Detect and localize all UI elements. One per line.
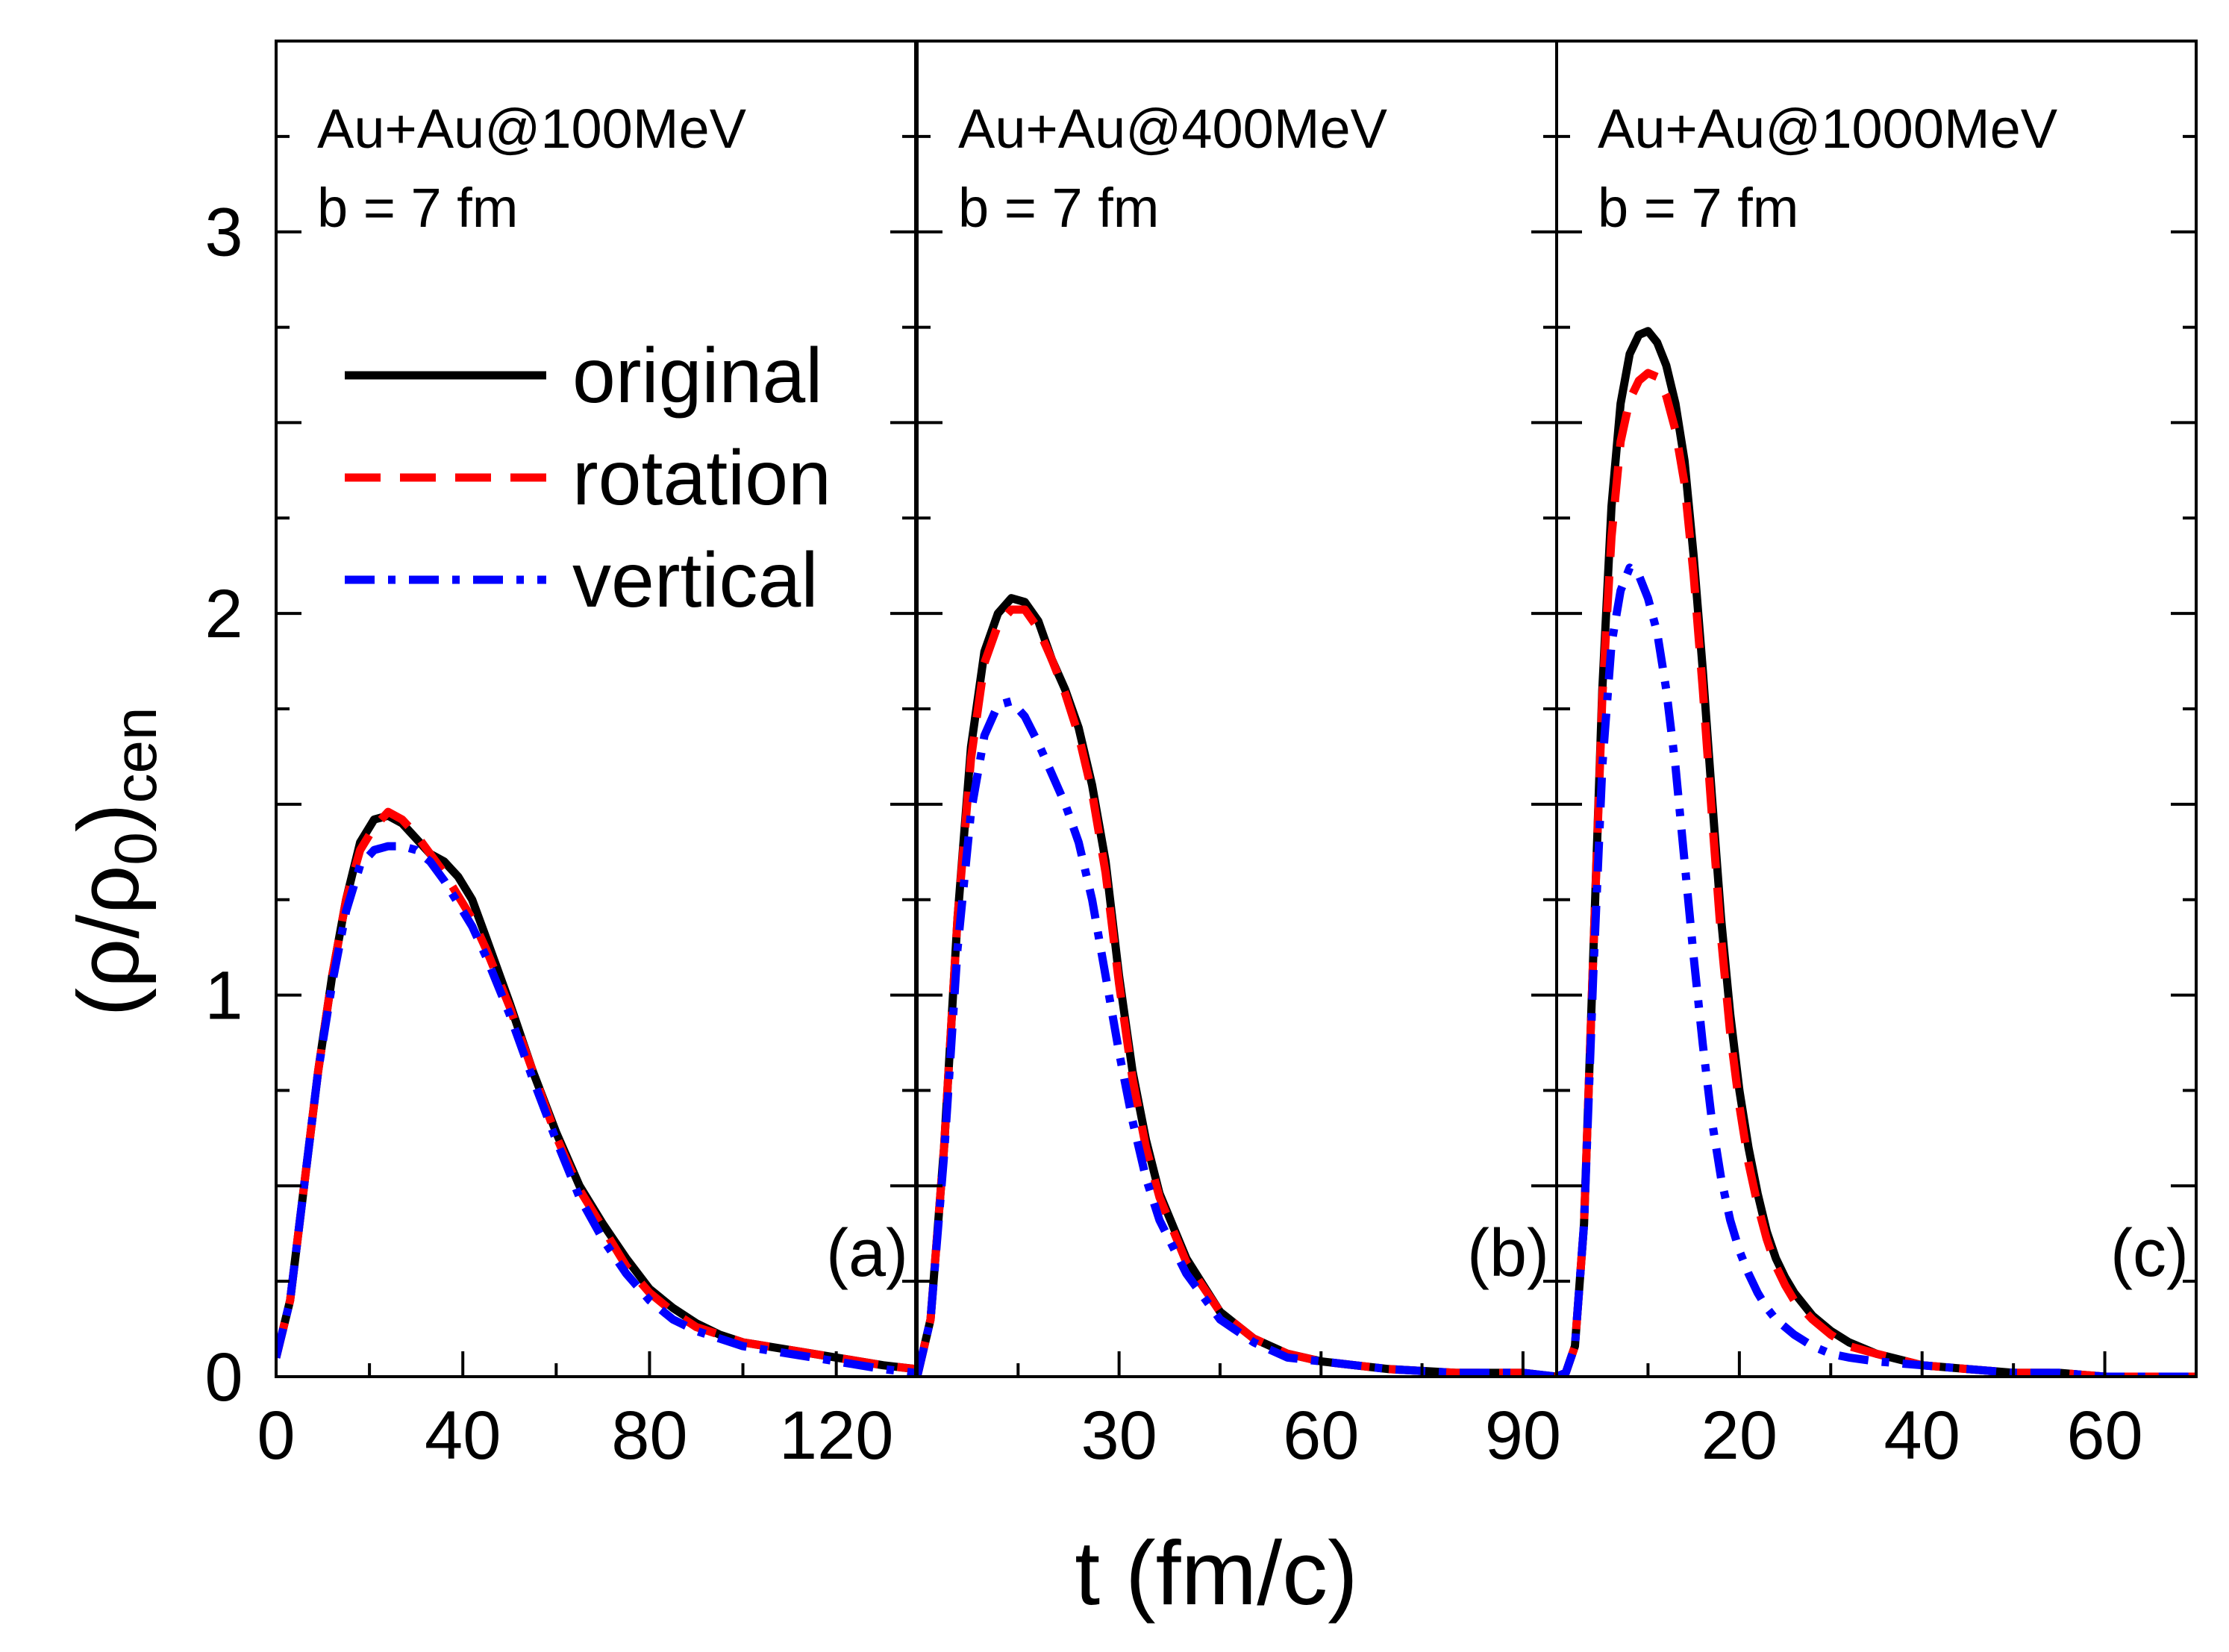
x-tick-label: 60 xyxy=(1283,1398,1359,1474)
panel-label: (b) xyxy=(1467,1216,1549,1291)
legend: original rotation vertical xyxy=(345,333,831,624)
y-axis-title: (ρ/ρ0)cen xyxy=(60,707,169,1017)
x-axis-title: t (fm/c) xyxy=(1075,1522,1357,1624)
panel-title: Au+Au@400MeV xyxy=(958,98,1388,160)
legend-label-original: original xyxy=(572,333,822,419)
series-line-original xyxy=(276,811,916,1374)
y-tick-label: 0 xyxy=(204,1339,243,1415)
panel-title: Au+Au@100MeV xyxy=(317,98,747,160)
series-line-rotation xyxy=(276,807,916,1374)
panel-frame xyxy=(916,40,1558,1378)
x-tick-label: 40 xyxy=(1884,1398,1960,1474)
y-tick-label: 2 xyxy=(204,576,243,652)
legend-label-vertical: vertical xyxy=(572,537,818,624)
series-line-original xyxy=(1557,327,2196,1377)
panel-subtitle: b = 7 fm xyxy=(958,177,1159,239)
x-tick-label: 20 xyxy=(1701,1398,1778,1474)
y-axis-title-main: (ρ/ρ xyxy=(60,866,157,1017)
panel-subtitle: b = 7 fm xyxy=(1598,177,1798,239)
y-axis-title-sub2: cen xyxy=(102,707,169,804)
y-axis-title-mid: ) xyxy=(60,804,157,833)
series-line-vertical xyxy=(276,842,916,1377)
panel-label: (a) xyxy=(826,1216,908,1291)
series-line-rotation xyxy=(1557,369,2196,1377)
x-tick-label: 40 xyxy=(425,1398,501,1474)
y-axis-title-sub1: 0 xyxy=(102,832,169,866)
x-tick-label: 90 xyxy=(1485,1398,1561,1474)
legend-label-rotation: rotation xyxy=(572,435,831,522)
panel-title: Au+Au@1000MeV xyxy=(1598,98,2058,160)
x-tick-label: 120 xyxy=(779,1398,894,1474)
x-tick-label: 0 xyxy=(257,1398,295,1474)
panel-label: (c) xyxy=(2110,1216,2189,1291)
panel-a: 0 40 80 120 Au+Au@100MeV b = 7 fm (a) xyxy=(257,40,917,1474)
x-tick-label: 60 xyxy=(2066,1398,2142,1474)
panel-b: 30 60 90 Au+Au@400MeV b = 7 fm (b) xyxy=(916,40,1561,1474)
series-line-original xyxy=(917,594,1557,1377)
series-line-vertical xyxy=(1557,563,2196,1377)
x-tick-label: 30 xyxy=(1081,1398,1157,1474)
panel-c: 20 40 60 Au+Au@1000MeV b = 7 fm (c) xyxy=(1555,40,2198,1474)
y-tick-label: 3 xyxy=(204,195,243,271)
x-tick-label: 80 xyxy=(611,1398,687,1474)
y-tick-label: 1 xyxy=(204,958,243,1034)
series-line-rotation xyxy=(917,605,1557,1377)
series-line-vertical xyxy=(917,697,1557,1377)
panel-frame xyxy=(1555,40,2198,1378)
panel-frame xyxy=(275,40,917,1378)
panel-subtitle: b = 7 fm xyxy=(317,177,518,239)
